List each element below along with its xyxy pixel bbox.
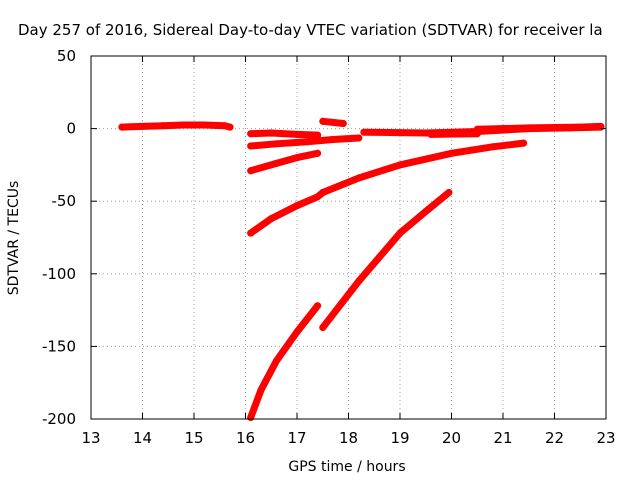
- x-axis-ticks: 13 14 15 16 17 18 19 20 21 22 23: [81, 56, 616, 447]
- x-tick-label: 17: [287, 429, 306, 447]
- data-track-8: [319, 139, 528, 196]
- chart-title: Day 257 of 2016, Sidereal Day-to-day VTE…: [18, 21, 603, 39]
- data-track-5: [247, 189, 327, 237]
- data-point: [314, 193, 322, 201]
- data-point: [427, 130, 435, 138]
- data-point: [257, 386, 265, 394]
- data-point: [118, 123, 126, 131]
- grid-lines: [91, 56, 606, 419]
- data-point: [272, 159, 280, 167]
- data-point: [314, 302, 322, 310]
- data-point: [396, 161, 404, 169]
- x-tick-label: 13: [81, 429, 100, 447]
- data-track-2: [247, 129, 322, 139]
- x-tick-label: 21: [493, 429, 512, 447]
- data-point: [200, 121, 208, 129]
- data-point: [247, 229, 255, 237]
- data-point: [525, 124, 533, 132]
- data-points: [118, 117, 605, 421]
- data-point: [473, 125, 481, 133]
- data-point: [180, 121, 188, 129]
- data-point: [355, 174, 363, 182]
- data-track-6: [247, 302, 322, 421]
- data-point: [226, 123, 234, 131]
- x-tick-label: 15: [184, 429, 203, 447]
- data-point: [272, 357, 280, 365]
- y-axis-ticks: 50 0 -50 -100 -150 -200: [42, 47, 606, 428]
- y-tick-label: -100: [42, 265, 76, 283]
- data-point: [139, 122, 146, 130]
- y-tick-label: -200: [42, 410, 76, 428]
- x-axis-label: GPS time / hours: [288, 459, 405, 475]
- data-point: [396, 229, 404, 237]
- data-point: [339, 120, 347, 127]
- data-point: [247, 142, 255, 150]
- data-track-9: [319, 189, 453, 331]
- x-tick-label: 22: [545, 429, 564, 447]
- data-point: [267, 129, 275, 137]
- x-tick-label: 19: [390, 429, 409, 447]
- x-tick-label: 14: [133, 429, 152, 447]
- x-tick-label: 18: [339, 429, 358, 447]
- data-point: [448, 149, 455, 157]
- data-point: [319, 117, 327, 125]
- x-tick-label: 23: [596, 429, 615, 447]
- data-point: [329, 136, 337, 143]
- data-point: [319, 324, 327, 331]
- data-point: [355, 277, 363, 285]
- x-tick-label: 16: [236, 429, 255, 447]
- data-point: [247, 167, 255, 175]
- data-point: [319, 189, 327, 196]
- x-tick-label: 20: [442, 429, 461, 447]
- data-point: [293, 154, 301, 162]
- data-track-12: [473, 122, 605, 133]
- data-point: [293, 202, 301, 210]
- data-point: [247, 130, 255, 138]
- data-point: [159, 122, 167, 130]
- y-tick-label: 0: [66, 120, 76, 138]
- y-axis-label: SDTVAR / TECUs: [6, 181, 22, 296]
- y-tick-label: -50: [52, 192, 77, 210]
- data-point: [360, 128, 368, 136]
- data-track-1: [118, 121, 234, 131]
- data-point: [355, 134, 363, 142]
- data-point: [293, 130, 301, 138]
- data-point: [267, 215, 275, 223]
- data-point: [314, 131, 322, 139]
- data-point: [576, 123, 584, 131]
- data-track-11: [427, 130, 481, 138]
- data-point: [272, 140, 280, 148]
- y-tick-label: 50: [57, 47, 76, 65]
- data-point: [314, 149, 322, 157]
- data-point: [489, 143, 497, 151]
- data-point: [422, 207, 430, 215]
- data-point: [247, 414, 255, 421]
- data-track-4: [247, 149, 322, 175]
- y-tick-label: -150: [42, 337, 76, 355]
- data-point: [520, 139, 528, 147]
- data-point: [303, 138, 311, 146]
- data-point: [293, 328, 301, 336]
- data-point: [445, 189, 453, 196]
